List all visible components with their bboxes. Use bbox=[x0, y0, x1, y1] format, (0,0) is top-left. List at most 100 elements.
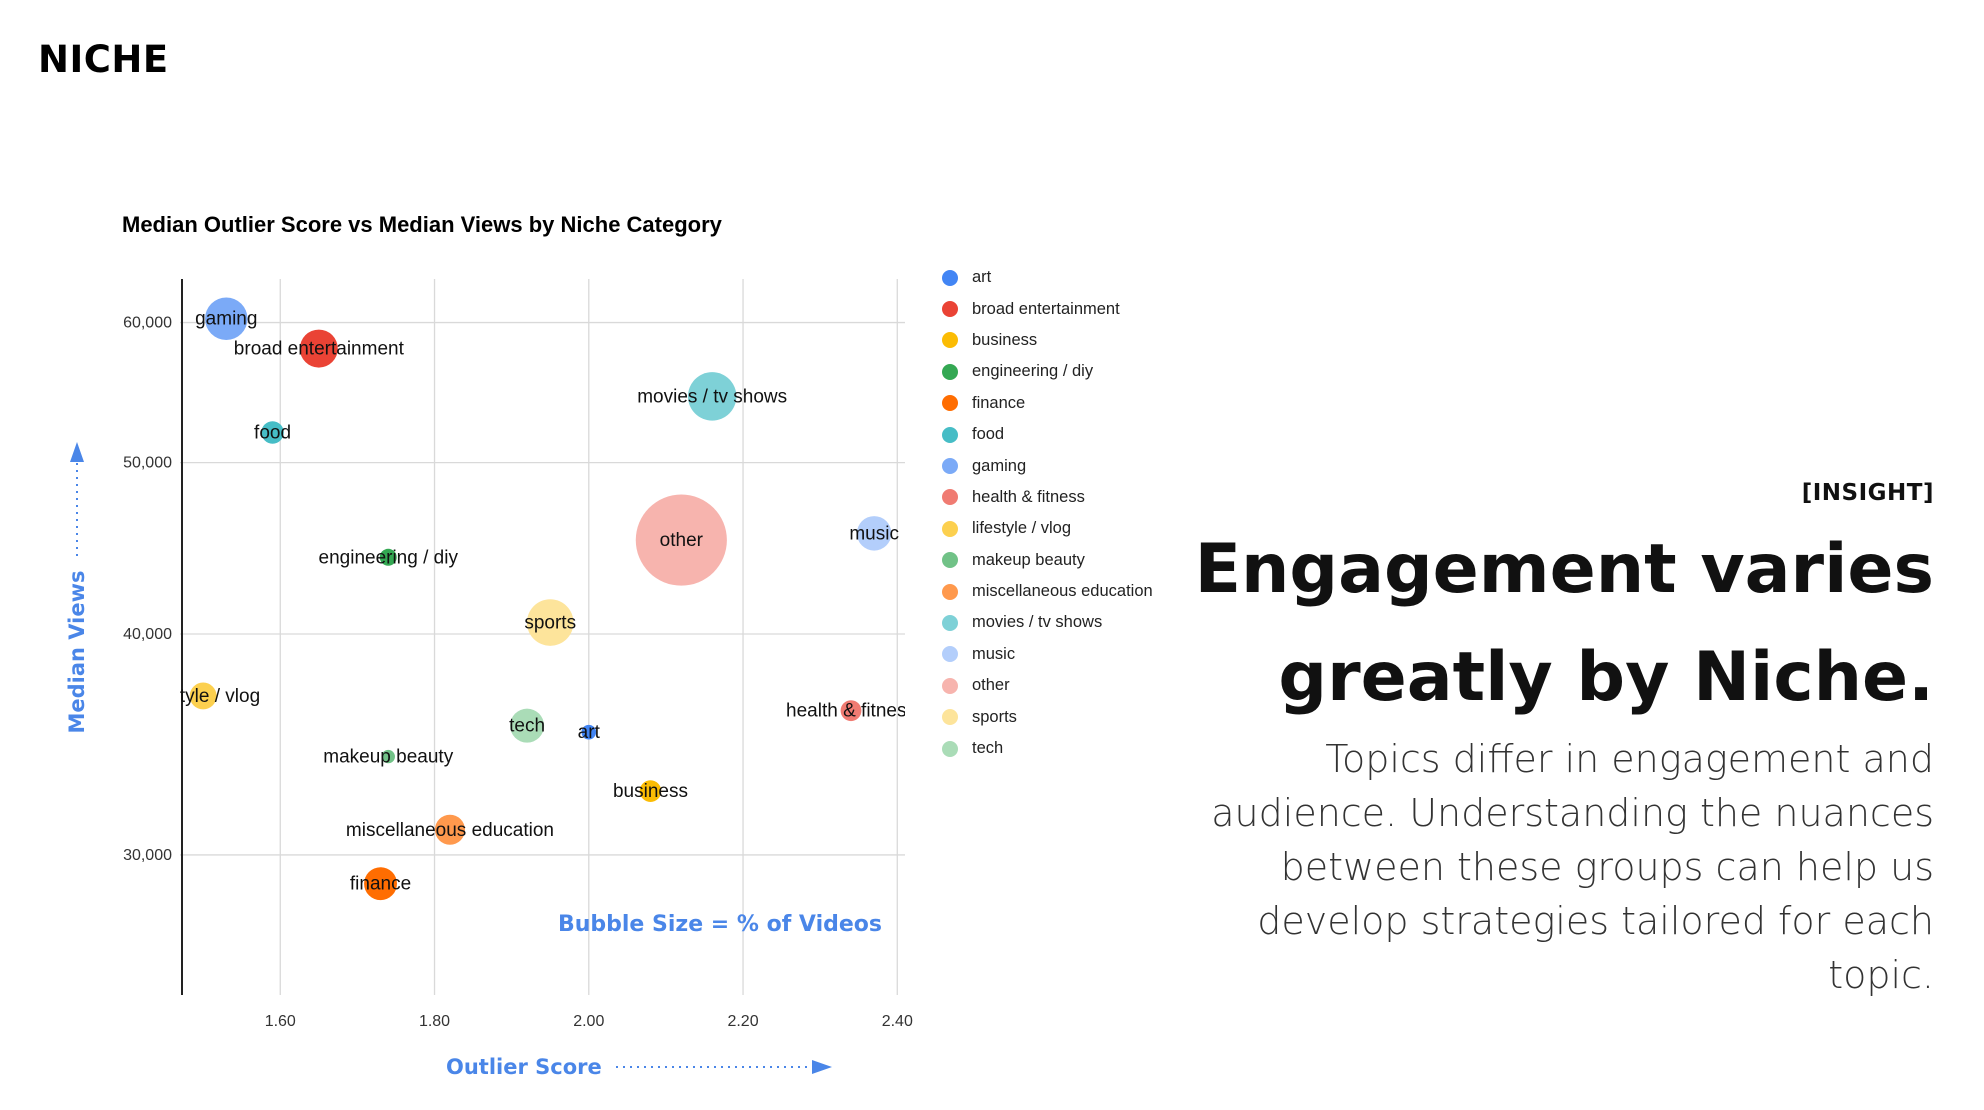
legend-swatch bbox=[942, 458, 958, 475]
legend-label: lifestyle / vlog bbox=[972, 519, 1072, 538]
y-tick-label: 30,000 bbox=[123, 847, 172, 864]
bubble-label: sports bbox=[524, 613, 576, 634]
bubble-point bbox=[381, 749, 395, 764]
brand-logo: NICHE bbox=[38, 38, 169, 81]
x-axis-arrow-icon bbox=[812, 1060, 832, 1074]
bubble-point bbox=[434, 814, 465, 845]
legend-swatch bbox=[942, 332, 958, 349]
bubble-point bbox=[510, 708, 545, 743]
bubble-point bbox=[856, 516, 892, 551]
x-tick-label: 1.80 bbox=[419, 1013, 450, 1030]
legend-item: lifestyle / vlog bbox=[942, 513, 1153, 544]
legend-swatch bbox=[942, 583, 958, 600]
y-axis-arrow-icon bbox=[70, 442, 84, 462]
legend-item: music bbox=[942, 639, 1153, 670]
y-tick-label: 40,000 bbox=[123, 626, 172, 643]
legend-label: miscellaneous education bbox=[972, 582, 1153, 601]
legend-swatch bbox=[942, 646, 958, 663]
legend-item: makeup beauty bbox=[942, 545, 1153, 576]
legend-label: sports bbox=[972, 707, 1017, 726]
chart-title: Median Outlier Score vs Median Views by … bbox=[122, 212, 722, 237]
bubble-label: art bbox=[578, 722, 601, 743]
y-axis-title: Median Views bbox=[65, 570, 89, 733]
legend-swatch bbox=[942, 520, 958, 537]
legend-item: food bbox=[942, 419, 1153, 450]
bubble-point bbox=[526, 599, 574, 646]
bubble-label: gaming bbox=[195, 309, 257, 330]
legend-label: engineering / diy bbox=[972, 362, 1094, 381]
legend-label: other bbox=[972, 676, 1010, 695]
bubble-point bbox=[189, 682, 217, 710]
insight-body: Topics differ in engagement and audience… bbox=[1211, 737, 1934, 997]
legend-swatch bbox=[942, 395, 958, 412]
bubble-label: broad entertainment bbox=[234, 339, 405, 360]
bubble-label: health & fitness bbox=[786, 701, 916, 722]
legend-label: gaming bbox=[972, 456, 1027, 475]
bubble-point bbox=[379, 548, 397, 566]
legend-swatch bbox=[942, 614, 958, 631]
legend-item: health & fitness bbox=[942, 482, 1153, 513]
legend-item: movies / tv shows bbox=[942, 607, 1153, 638]
legend-swatch bbox=[942, 269, 958, 286]
x-tick-label: 1.60 bbox=[265, 1013, 296, 1030]
x-tick-label: 2.40 bbox=[882, 1013, 913, 1030]
legend-label: finance bbox=[972, 393, 1026, 412]
headline-line-1: Engagement varies bbox=[1194, 530, 1934, 609]
legend-swatch bbox=[942, 552, 958, 569]
bubble-size-annotation: Bubble Size = % of Videos bbox=[558, 912, 882, 937]
bubble-label: makeup beauty bbox=[323, 747, 453, 768]
bubble-label: miscellaneous education bbox=[346, 820, 554, 841]
y-tick-label: 50,000 bbox=[123, 455, 172, 472]
legend-label: movies / tv shows bbox=[972, 613, 1103, 632]
x-tick-label: 2.00 bbox=[573, 1013, 604, 1030]
bubble-point bbox=[364, 867, 397, 901]
bubble-label: business bbox=[613, 781, 688, 802]
legend-item: tech bbox=[942, 733, 1153, 764]
bubble-label: engineering / diy bbox=[319, 547, 459, 568]
legend-item: engineering / diy bbox=[942, 356, 1153, 387]
plot-area: art broad entertainment business engineerin… bbox=[146, 297, 916, 901]
legend-swatch bbox=[942, 677, 958, 694]
bubble-point bbox=[687, 372, 737, 421]
insight-panel: [INSIGHT] Engagement varies greatly by N… bbox=[1154, 480, 1934, 1002]
legend-label: makeup beauty bbox=[972, 550, 1085, 569]
bubble-point bbox=[635, 494, 727, 586]
legend-label: broad entertainment bbox=[972, 299, 1120, 318]
legend-item: finance bbox=[942, 388, 1153, 419]
legend-swatch bbox=[942, 426, 958, 443]
bubble-point bbox=[639, 780, 662, 802]
bubble-label: food bbox=[254, 422, 291, 443]
legend-item: sports bbox=[942, 701, 1153, 732]
bubble-label: tech bbox=[509, 716, 545, 737]
headline-line-2: greatly by Niche. bbox=[1278, 638, 1934, 717]
bubble-point bbox=[581, 724, 597, 740]
bubble-label: lifestyle / vlog bbox=[146, 686, 260, 707]
bubble-chart: 1.60 1.80 2.00 2.20 2.40 30,000 40,000 50,000 60… bbox=[65, 279, 916, 1079]
x-axis-title: Outlier Score bbox=[446, 1055, 602, 1079]
insight-tag: [INSIGHT] bbox=[1801, 480, 1934, 506]
legend-item: business bbox=[942, 325, 1153, 356]
bubble-label: finance bbox=[350, 874, 411, 895]
legend-label: tech bbox=[972, 739, 1004, 758]
insight-headline: Engagement varies greatly by Niche. bbox=[1154, 516, 1934, 732]
legend-label: health & fitness bbox=[972, 487, 1085, 506]
legend-swatch bbox=[942, 709, 958, 726]
legend-swatch bbox=[942, 489, 958, 506]
legend-swatch bbox=[942, 363, 958, 380]
bubble-point bbox=[299, 329, 338, 368]
legend-item: other bbox=[942, 670, 1153, 701]
legend-label: art bbox=[972, 268, 992, 287]
bubble-point bbox=[840, 700, 862, 722]
legend-item: gaming bbox=[942, 450, 1153, 481]
bubble-label: other bbox=[660, 530, 704, 551]
legend-item: broad entertainment bbox=[942, 293, 1153, 324]
legend-label: food bbox=[972, 425, 1005, 444]
legend-item: art bbox=[942, 262, 1153, 293]
legend-label: business bbox=[972, 330, 1038, 349]
x-tick-label: 2.20 bbox=[727, 1013, 758, 1030]
bubble-label: music bbox=[849, 523, 899, 544]
bubble-label: movies / tv shows bbox=[637, 386, 787, 407]
legend-swatch bbox=[942, 301, 958, 318]
bubble-point bbox=[261, 421, 284, 444]
chart-legend: art broad entertainment business engineerin… bbox=[942, 262, 1153, 764]
